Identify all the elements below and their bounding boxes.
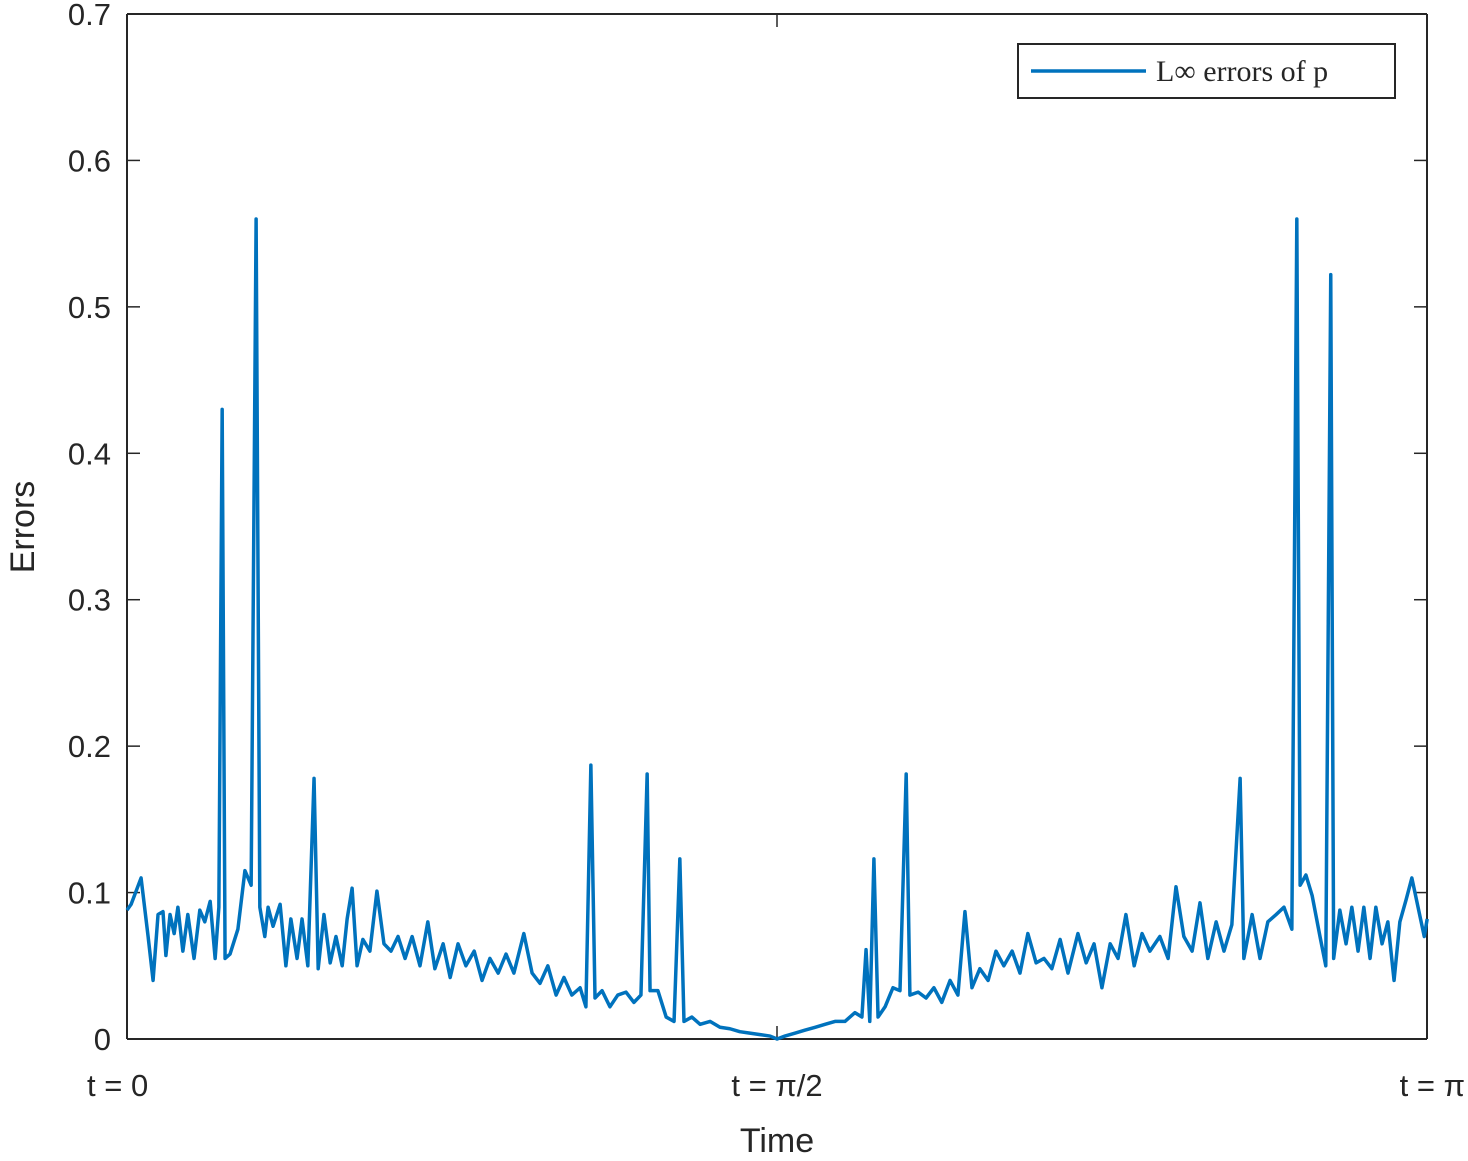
- y-tick-label: 0.6: [68, 143, 111, 178]
- data-line: [125, 217, 1429, 1041]
- x-axis-label: Time: [740, 1122, 814, 1156]
- x-tick-label: t = π/2: [731, 1068, 822, 1103]
- x-tick-label: t = 0: [87, 1068, 148, 1103]
- y-tick-label: 0: [94, 1022, 111, 1057]
- y-axis-label: Errors: [4, 481, 42, 574]
- y-tick-label: 0.1: [68, 876, 111, 911]
- y-tick-label: 0.3: [68, 583, 111, 618]
- y-tick-label: 0.7: [68, 0, 111, 32]
- x-tick-label: t = π: [1400, 1068, 1465, 1103]
- y-tick-label: 0.5: [68, 290, 111, 325]
- legend-label: L∞ errors of p: [1156, 55, 1328, 88]
- y-tick-label: 0.4: [68, 436, 111, 471]
- y-tick-label: 0.2: [68, 729, 111, 764]
